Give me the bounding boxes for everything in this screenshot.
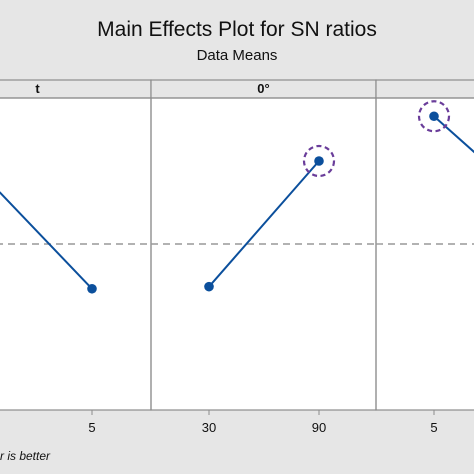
panel-1: t5 [0,79,152,435]
panel-strip [375,79,474,99]
sn-ratio-note: r is better [0,449,51,463]
data-point [87,283,97,294]
optimal-level-highlight [302,144,336,178]
x-tick-label: 5 [430,420,437,435]
optimal-level-highlight [417,100,451,133]
panel-strip-label: t [35,81,40,96]
data-point [314,156,324,166]
data-point [429,111,439,122]
panel-strip [0,79,152,99]
panel-2: 0° 30 90 [150,79,377,435]
panel-frame [375,97,474,411]
panel-3: 5 [375,79,474,435]
x-tick-label: 30 [202,420,216,435]
x-tick-label: 90 [312,420,326,435]
panels-layer: t50°30 90 5 [0,79,474,435]
panel-strip-label: 0° [257,81,269,96]
effect-line [208,160,320,288]
effect-line [433,115,474,154]
effect-line [0,191,93,290]
data-point [204,281,214,292]
chart-subtitle: Data Means [196,47,278,64]
chart-title: Main Effects Plot for SN ratios [97,18,377,41]
x-tick-label: 5 [88,420,95,435]
